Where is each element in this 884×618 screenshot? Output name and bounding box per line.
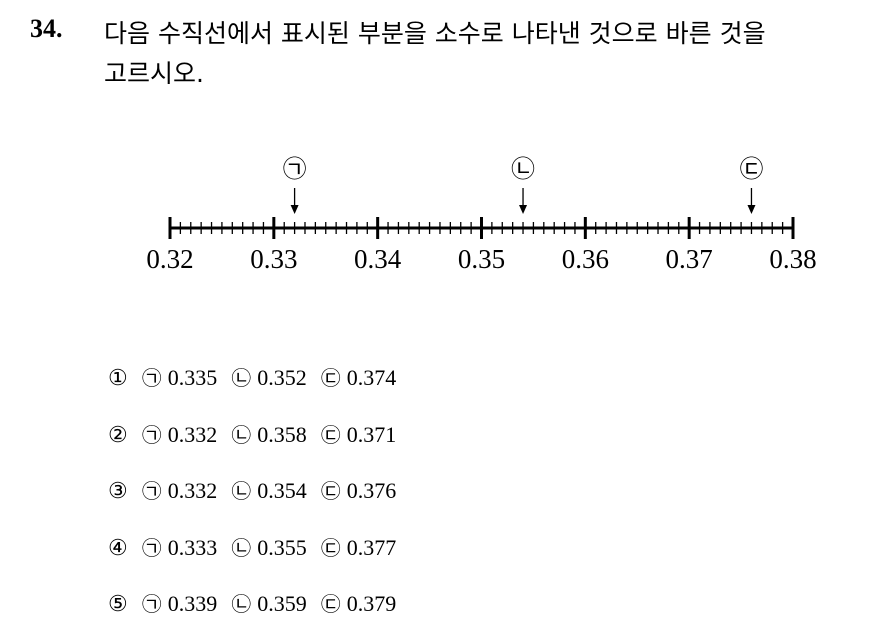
option-symbol: ㉢ bbox=[320, 366, 341, 390]
option-symbol: ㉢ bbox=[320, 592, 341, 616]
tick-label: 0.37 bbox=[666, 244, 713, 274]
option-symbol: ㉠ bbox=[141, 479, 162, 503]
option[interactable]: ⑤ ㉠ 0.339 ㉡ 0.359 ㉢ 0.379 bbox=[108, 588, 396, 617]
option-symbol: ㉢ bbox=[320, 423, 341, 447]
option-symbol: ㉠ bbox=[141, 592, 162, 616]
tick-label: 0.36 bbox=[562, 244, 609, 274]
option-symbol: ㉡ bbox=[231, 366, 252, 390]
arrow-head bbox=[290, 205, 299, 214]
option-number: ② bbox=[108, 422, 128, 447]
option-value: 0.354 bbox=[257, 478, 307, 503]
option-number: ③ bbox=[108, 478, 128, 503]
option-symbol: ㉡ bbox=[231, 536, 252, 560]
option-symbol: ㉡ bbox=[231, 423, 252, 447]
question-text: 다음 수직선에서 표시된 부분을 소수로 나타낸 것으로 바른 것을 bbox=[104, 19, 766, 48]
arrow-head bbox=[747, 205, 756, 214]
option-value: 0.358 bbox=[257, 422, 307, 447]
marker-label: ㉢ bbox=[739, 155, 763, 183]
option-number: ① bbox=[108, 365, 128, 390]
option-value: 0.371 bbox=[346, 422, 397, 447]
tick-label: 0.38 bbox=[769, 244, 816, 274]
option[interactable]: ③ ㉠ 0.332 ㉡ 0.354 ㉢ 0.376 bbox=[108, 475, 396, 504]
option-value: 0.332 bbox=[167, 422, 218, 447]
option-symbol: ㉠ bbox=[141, 536, 162, 560]
option[interactable]: ① ㉠ 0.335 ㉡ 0.352 ㉢ 0.374 bbox=[108, 362, 396, 391]
option-symbol: ㉠ bbox=[141, 423, 162, 447]
option-value: 0.377 bbox=[346, 535, 397, 560]
option-value: 0.355 bbox=[257, 535, 307, 560]
option-number: ④ bbox=[108, 535, 128, 560]
marker-label: ㉠ bbox=[283, 155, 307, 183]
option-value: 0.374 bbox=[346, 365, 397, 390]
option[interactable]: ② ㉠ 0.332 ㉡ 0.358 ㉢ 0.371 bbox=[108, 419, 396, 448]
option-number: ⑤ bbox=[108, 591, 128, 616]
option-symbol: ㉡ bbox=[231, 592, 252, 616]
option-value: 0.352 bbox=[257, 365, 307, 390]
tick-label: 0.33 bbox=[250, 244, 297, 274]
question-number: 34. bbox=[30, 14, 63, 43]
option-symbol: ㉠ bbox=[141, 366, 162, 390]
tick-label: 0.32 bbox=[146, 244, 193, 274]
marker-label: ㉡ bbox=[511, 155, 535, 183]
tick-label: 0.35 bbox=[458, 244, 505, 274]
option-value: 0.335 bbox=[167, 365, 218, 390]
option-symbol: ㉢ bbox=[320, 479, 341, 503]
option-symbol: ㉡ bbox=[231, 479, 252, 503]
option-value: 0.333 bbox=[167, 535, 218, 560]
arrow-head bbox=[519, 205, 528, 214]
question-text: 고르시오. bbox=[104, 59, 204, 88]
option-value: 0.332 bbox=[167, 478, 218, 503]
option[interactable]: ④ ㉠ 0.333 ㉡ 0.355 ㉢ 0.377 bbox=[108, 532, 396, 561]
number-line: 0.32 0.33 0.34 0.35 0.36 0.37 0.38 ㉠ ㉡ ㉢ bbox=[146, 155, 816, 274]
tick-label: 0.34 bbox=[354, 244, 402, 274]
option-value: 0.339 bbox=[167, 591, 218, 616]
option-value: 0.379 bbox=[346, 591, 397, 616]
option-value: 0.359 bbox=[257, 591, 307, 616]
option-symbol: ㉢ bbox=[320, 536, 341, 560]
option-value: 0.376 bbox=[346, 478, 397, 503]
